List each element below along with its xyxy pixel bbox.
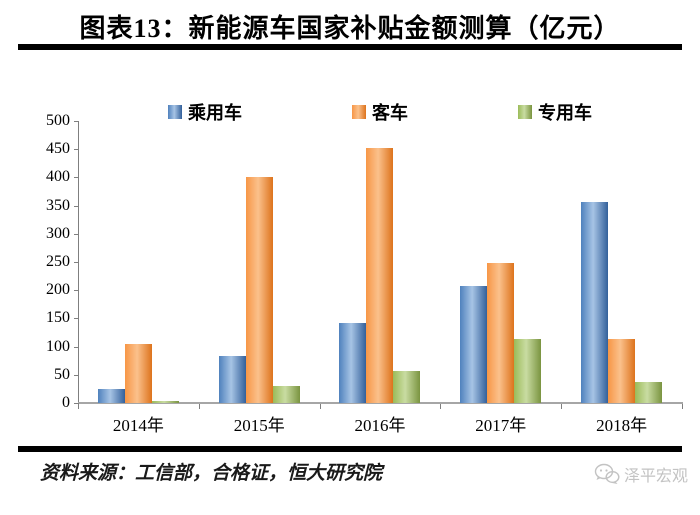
bar-专用车-2015年 [272,386,300,403]
y-tick-mark-100 [74,346,79,348]
y-tick-label-250: 250 [46,253,70,270]
bar-客车-2016年 [366,148,394,403]
bar-客车-2015年 [245,177,273,403]
bar-乘用车-2018年 [581,201,609,403]
y-tick-mark-50 [74,374,79,376]
bar-专用车-2016年 [393,370,421,403]
x-axis-line [78,402,683,404]
x-cat-label-2014年: 2014年 [112,416,164,435]
bar-乘用车-2016年 [339,322,367,403]
y-tick-mark-350 [74,205,79,207]
y-tick-mark-200 [74,290,79,292]
y-tick-label-350: 350 [46,196,70,214]
legend-item-乘用车: 乘用车 [168,99,242,125]
bar-group-2014年 [78,121,199,403]
legend-item-客车: 客车 [352,99,408,125]
y-tick-label-400: 400 [46,168,70,186]
bottom-rule [18,446,682,452]
x-cat-label-2015年: 2015年 [233,416,285,435]
bar-客车-2018年 [608,338,636,403]
y-tick-label-500: 500 [46,112,70,129]
y-tick-mark-450 [74,149,79,151]
y-tick-label-450: 450 [46,140,70,158]
legend-swatch-专用车 [518,105,532,119]
x-cat-label-2016年: 2016年 [354,416,406,435]
y-tick-label-0: 0 [62,394,70,411]
x-tick-mark-1 [198,404,200,409]
legend-swatch-客车 [352,105,366,119]
wechat-icon [594,463,620,484]
x-tick-mark-0 [78,404,79,409]
legend-label-乘用车: 乘用车 [188,103,242,123]
y-tick-label-150: 150 [46,309,70,327]
y-tick-mark-300 [74,233,79,235]
bar-group-2015年 [199,121,320,403]
bar-group-2018年 [561,121,682,403]
watermark-text: 泽平宏观 [623,468,688,485]
y-tick-label-100: 100 [46,337,70,355]
chart-legend: 乘用车 客车 专用车 [78,99,682,125]
source-text: 资料来源：工信部，合格证，恒大研究院 [40,463,383,484]
y-tick-label-300: 300 [46,224,70,242]
bar-专用车-2014年 [151,400,179,403]
bar-客车-2017年 [487,263,515,403]
x-tick-mark-2 [319,404,321,409]
legend-swatch-乘用车 [168,105,182,119]
bar-group-2017年 [440,121,561,403]
x-cat-label-2017年: 2017年 [475,416,527,435]
legend-item-专用车: 专用车 [518,99,592,125]
legend-label-专用车: 专用车 [538,103,592,123]
bar-乘用车-2015年 [218,355,246,403]
bar-乘用车-2017年 [460,286,488,403]
bar-专用车-2018年 [635,381,663,403]
x-tick-mark-5 [682,404,683,409]
bar-专用车-2017年 [514,339,542,403]
x-cat-label-2018年: 2018年 [596,416,648,435]
y-tick-mark-400 [74,177,79,179]
y-tick-mark-0 [74,403,79,404]
bar-乘用车-2014年 [97,388,125,403]
x-tick-mark-4 [561,404,563,409]
bar-客车-2014年 [124,344,152,403]
y-tick-mark-250 [74,262,79,263]
y-tick-label-50: 50 [54,365,70,383]
bar-group-2016年 [320,121,441,403]
y-tick-mark-500 [74,121,79,122]
top-rule [18,44,682,50]
chart-title: 图表13：新能源车国家补贴金额测算（亿元） [79,14,621,43]
x-tick-mark-3 [440,404,442,409]
legend-label-客车: 客车 [372,103,408,123]
y-tick-mark-150 [74,318,79,320]
watermark: 泽平宏观 [594,462,688,486]
y-tick-label-200: 200 [46,281,70,299]
